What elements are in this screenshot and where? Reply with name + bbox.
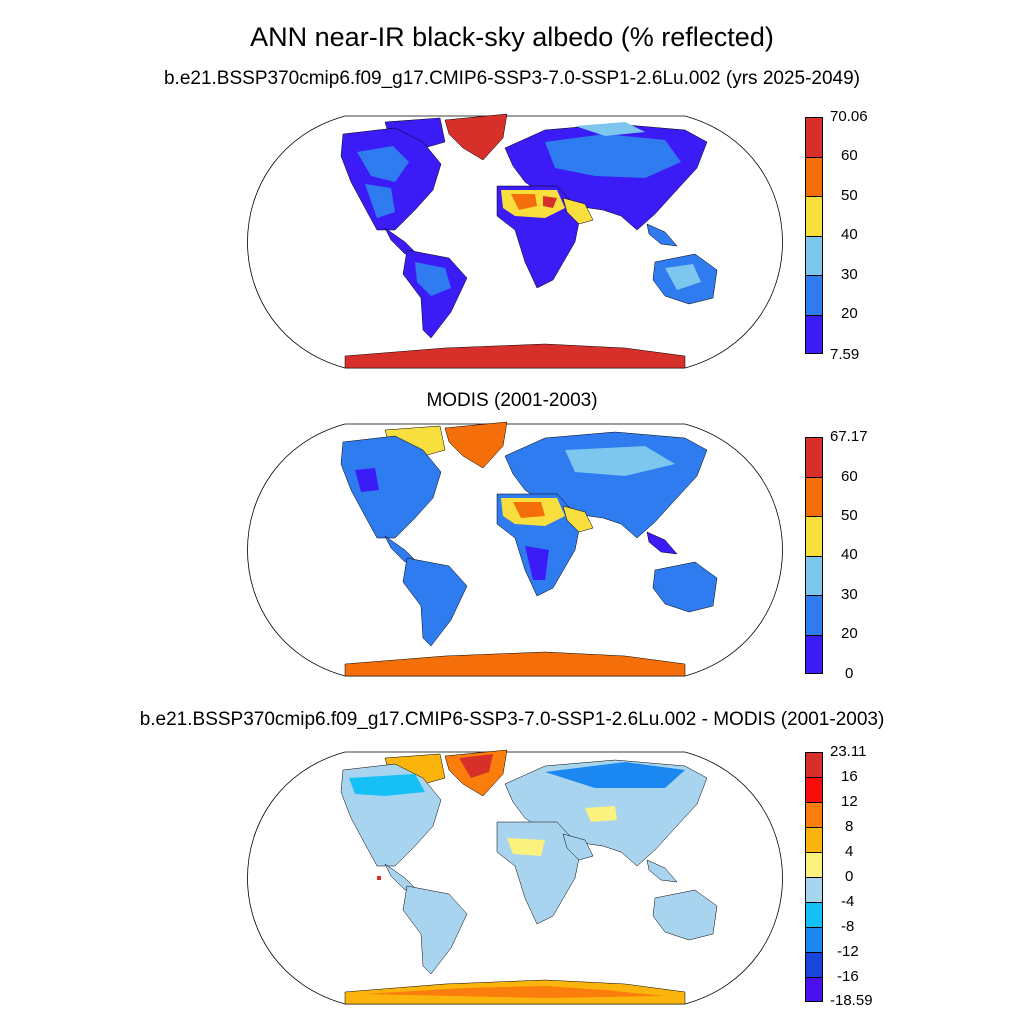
colorbar-3-level: -12 <box>837 943 859 960</box>
colorbar-swatch <box>806 803 822 828</box>
colorbar-2-min-label: 0 <box>845 665 854 682</box>
colorbar-swatch <box>806 197 822 237</box>
antarctica <box>344 343 686 369</box>
greenland <box>444 113 508 161</box>
colorbar-1-level: 60 <box>841 147 858 164</box>
colorbar-3-level: -8 <box>841 918 855 935</box>
colorbar-panel-3 <box>805 752 823 1002</box>
colorbar-3-level: 16 <box>841 768 858 785</box>
colorbar-swatch <box>806 978 822 1001</box>
colorbar-2-level: 50 <box>841 507 858 524</box>
colorbar-3-level: -4 <box>841 893 855 910</box>
colorbar-2-level: 60 <box>841 468 858 485</box>
colorbar-swatch <box>806 517 822 557</box>
colorbar-2-level: 40 <box>841 546 858 563</box>
map-panel-3 <box>247 749 783 1005</box>
colorbar-1-level: 40 <box>841 226 858 243</box>
colorbar-swatch <box>806 778 822 803</box>
colorbar-1-level: 50 <box>841 187 858 204</box>
colorbar-swatch <box>806 157 822 197</box>
colorbar-swatch <box>806 596 822 636</box>
colorbar-swatch <box>806 556 822 596</box>
figure-title: ANN near-IR black-sky albedo (% reflecte… <box>250 22 774 52</box>
map-panel-1 <box>247 113 783 369</box>
colorbar-swatch <box>806 438 822 478</box>
colorbar-1-max-label: 70.06 <box>830 108 868 125</box>
colorbar-swatch <box>806 928 822 953</box>
colorbar-panel-2 <box>805 437 823 674</box>
colorbar-3-level: 4 <box>845 843 854 860</box>
colorbar-swatch <box>806 828 822 853</box>
colorbar-1-level: 20 <box>841 305 858 322</box>
colorbar-3-min-label: -18.59 <box>830 992 873 1009</box>
colorbar-1-level: 30 <box>841 266 858 283</box>
colorbar-swatch <box>806 635 822 673</box>
colorbar-1-min-label: 7.59 <box>830 346 860 363</box>
panel-3-title: b.e21.BSSP370cmip6.f09_g17.CMIP6-SSP3-7.… <box>139 709 885 730</box>
map-panel-2 <box>247 421 783 677</box>
panel-1-title: b.e21.BSSP370cmip6.f09_g17.CMIP6-SSP3-7.… <box>163 68 861 89</box>
colorbar-swatch <box>806 477 822 517</box>
colorbar-3-level: 8 <box>845 818 854 835</box>
colorbar-swatch <box>806 753 822 778</box>
colorbar-swatch <box>806 315 822 353</box>
panel-2-title: MODIS (2001-2003) <box>426 390 598 411</box>
colorbar-3-level: -16 <box>837 968 859 985</box>
colorbar-swatch <box>806 953 822 978</box>
colorbar-swatch <box>806 236 822 276</box>
colorbar-3-level: 0 <box>845 868 854 885</box>
colorbar-swatch <box>806 276 822 316</box>
colorbar-3-level: 12 <box>841 793 858 810</box>
colorbar-swatch <box>806 878 822 903</box>
colorbar-2-level: 30 <box>841 586 858 603</box>
colorbar-swatch <box>806 903 822 928</box>
colorbar-2-level: 20 <box>841 625 858 642</box>
colorbar-swatch <box>806 118 822 158</box>
colorbar-2-max-label: 67.17 <box>830 428 868 445</box>
colorbar-3-max-label: 23.11 <box>830 743 867 760</box>
colorbar-swatch <box>806 853 822 878</box>
colorbar-panel-1 <box>805 117 823 354</box>
